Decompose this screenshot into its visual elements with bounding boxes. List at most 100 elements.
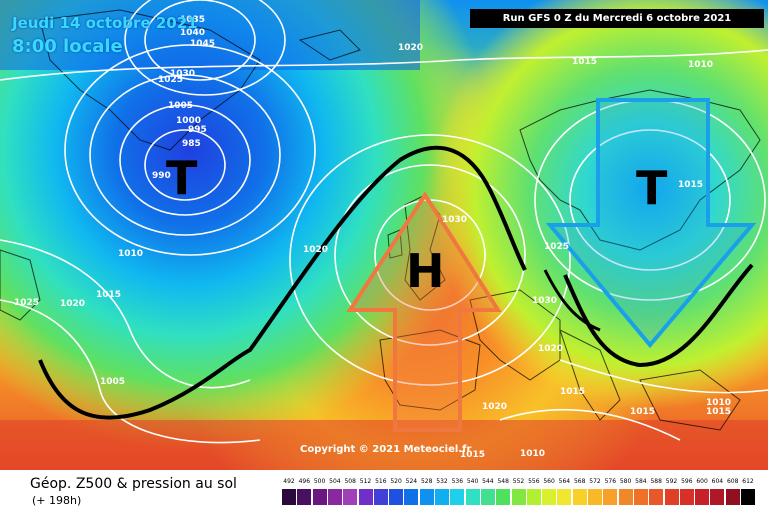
legend-color-swatch — [327, 489, 342, 505]
pressure-label: 985 — [182, 139, 201, 149]
pressure-label: 1025 — [14, 298, 39, 308]
pressure-label: 1030 — [170, 69, 195, 79]
legend-value-label: 584 — [635, 478, 647, 485]
pressure-label: 1015 — [460, 450, 485, 460]
forecast-lead-time: (+ 198h) — [32, 494, 82, 507]
pressure-label: 1010 — [520, 449, 545, 459]
legend-color-swatch — [618, 489, 633, 505]
low-system-scandinavia: T — [636, 161, 668, 215]
legend-color-swatch — [358, 489, 373, 505]
pressure-label: 1020 — [303, 245, 328, 255]
legend-value-label: 592 — [665, 478, 678, 485]
map-panel: T H T 1035 1040 1045 1030 1025 1020 1005… — [0, 0, 768, 470]
pressure-label: 1020 — [538, 344, 563, 354]
pressure-label: 1020 — [482, 402, 507, 412]
legend-value-label: 596 — [681, 478, 693, 485]
pressure-label: 1005 — [168, 101, 193, 111]
legend-color-swatch — [297, 489, 312, 505]
pressure-label: 1040 — [180, 28, 205, 38]
pressure-label: 1035 — [180, 15, 205, 25]
legend-color-swatch — [496, 489, 511, 505]
low-pressure-arrow — [545, 98, 757, 349]
legend-color-swatch — [480, 489, 495, 505]
color-legend: 492 496 500 504 508 512 516 520 524 528 532 536 540 5… — [282, 478, 758, 508]
legend-value-label: 516 — [375, 478, 387, 485]
legend-value-label: 568 — [573, 478, 586, 485]
legend-value-label: 560 — [543, 478, 555, 485]
pressure-label: 1015 — [572, 57, 597, 67]
legend-value-label: 572 — [589, 478, 601, 485]
pressure-label: 1030 — [532, 296, 557, 306]
legend-color-swatch — [450, 489, 465, 505]
legend-color-swatch — [343, 489, 358, 505]
pressure-label: 1045 — [190, 39, 215, 49]
legend-value-label: 528 — [420, 478, 433, 485]
legend-color-swatch — [725, 489, 740, 505]
legend-color-swatch — [695, 489, 710, 505]
jet-stream-line — [38, 145, 527, 420]
pressure-label: 990 — [152, 171, 171, 181]
legend-color-swatch — [649, 489, 664, 505]
legend-value-label: 504 — [329, 478, 341, 485]
legend-color-swatch — [373, 489, 388, 505]
legend-value-label: 524 — [405, 478, 418, 485]
pressure-label: 1020 — [398, 43, 423, 53]
legend-value-label: 544 — [482, 478, 494, 485]
pressure-label: 1005 — [100, 377, 125, 387]
isobars — [0, 0, 768, 444]
legend-color-swatch — [312, 489, 327, 505]
legend-value-label: 492 — [283, 478, 295, 485]
legend-value-label: 532 — [436, 478, 448, 485]
coastlines — [0, 9, 761, 431]
low-system-greenland: T — [166, 151, 198, 205]
legend-value-label: 576 — [604, 478, 617, 485]
legend-color-swatch — [710, 489, 725, 505]
legend-value-label: 600 — [696, 478, 708, 485]
legend-color-swatch — [404, 489, 419, 505]
model-run-info: Run GFS 0 Z du Mercredi 6 octobre 2021 — [470, 9, 764, 28]
pressure-label: 1010 — [688, 60, 713, 70]
legend-value-label: 552 — [512, 478, 525, 485]
legend-value-label: 548 — [497, 478, 509, 485]
pressure-label: 1015 — [678, 180, 703, 190]
legend-color-swatch — [389, 489, 404, 505]
legend-color-swatch — [572, 489, 587, 505]
pressure-label: 1010 — [706, 398, 731, 408]
legend-color-swatch — [526, 489, 541, 505]
legend-value-label: 580 — [619, 478, 632, 485]
pressure-label: 1030 — [442, 215, 467, 225]
pressure-label: 1010 — [118, 249, 143, 259]
legend-value-label: 564 — [558, 478, 571, 485]
legend-value-label: 604 — [711, 478, 724, 485]
legend-value-label: 556 — [528, 478, 540, 485]
legend-color-swatch — [664, 489, 679, 505]
high-system-british-isles: H — [406, 244, 445, 298]
pressure-label: 995 — [188, 125, 207, 135]
pressure-label: 1015 — [96, 290, 121, 300]
pressure-label: 1025 — [158, 75, 183, 85]
high-pressure-arrow — [346, 191, 502, 432]
legend-value-label: 608 — [726, 478, 739, 485]
pressure-label: 1000 — [176, 116, 201, 126]
pressure-label: 1015 — [630, 407, 655, 417]
map-graphic: T H T 1035 1040 1045 1030 1025 1020 1005… — [0, 0, 768, 470]
legend-color-swatch — [588, 489, 602, 505]
legend-color-swatch — [741, 489, 755, 505]
pressure-label: 1015 — [560, 387, 585, 397]
legend-value-label: 612 — [742, 478, 754, 485]
legend-color-swatch — [419, 489, 434, 505]
legend-color-swatch — [282, 489, 296, 505]
legend-color-swatch — [465, 489, 480, 505]
legend-value-label: 508 — [344, 478, 356, 485]
legend-color-swatch — [511, 489, 526, 505]
legend-value-label: 500 — [313, 478, 326, 485]
pressure-labels: 1035 1040 1045 1030 1025 1020 1005 1000 … — [14, 15, 731, 460]
legend-value-label: 496 — [298, 478, 311, 485]
legend-color-swatch — [603, 489, 618, 505]
legend-value-label: 512 — [359, 478, 372, 485]
pressure-label: 1015 — [706, 407, 731, 417]
legend-value-label: 540 — [466, 478, 479, 485]
legend-color-swatch — [557, 489, 572, 505]
legend-value-label: 536 — [451, 478, 464, 485]
pressure-label: 1020 — [60, 299, 85, 309]
